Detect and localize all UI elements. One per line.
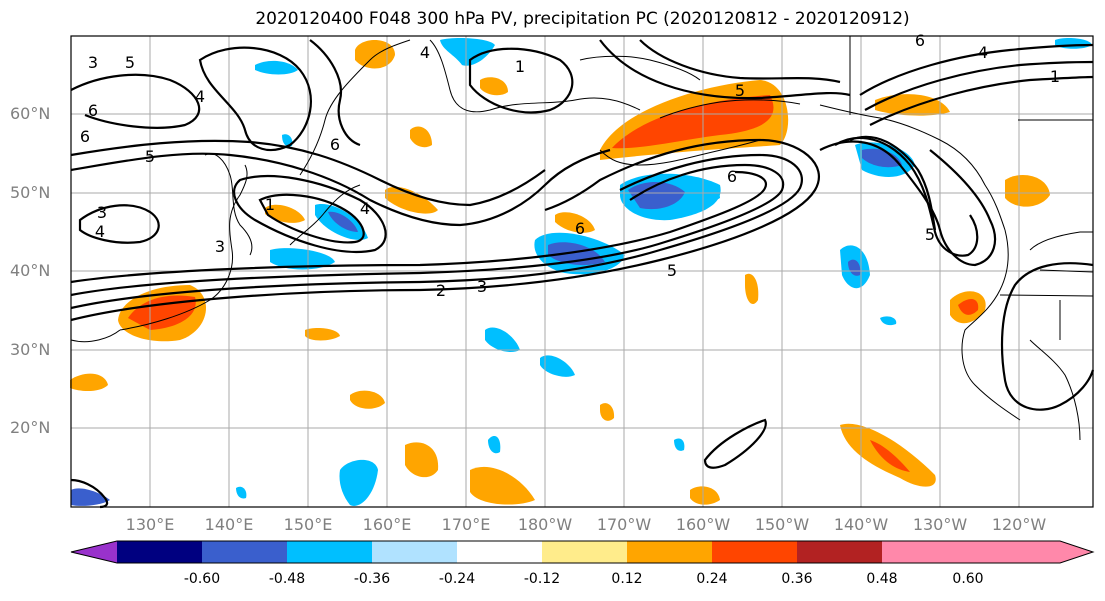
contour-label: 1 xyxy=(1050,67,1060,86)
lat-label: 50°N xyxy=(10,183,51,202)
lat-lon-grid xyxy=(71,36,1093,507)
colorbar-bin xyxy=(627,541,712,563)
colorbar-over-arrow xyxy=(882,541,1093,563)
colorbar-tick-label: -0.48 xyxy=(268,571,306,587)
lon-label: 130°E xyxy=(125,515,175,534)
contour-label: 6 xyxy=(88,101,98,120)
colorbar-bin xyxy=(797,541,882,563)
lat-label: 40°N xyxy=(10,261,51,280)
lon-label: 170°E xyxy=(441,515,491,534)
colorbar-tick-label: 0.36 xyxy=(781,571,813,587)
colorbar-outline xyxy=(70,540,1095,564)
contour-label: 6 xyxy=(330,135,340,154)
lat-label: 60°N xyxy=(10,104,51,123)
map-title: 2020120400 F048 300 hPa PV, precipitatio… xyxy=(255,9,910,29)
colorbar-tick-label: -0.36 xyxy=(353,571,391,587)
colorbar-tick-label: 0.60 xyxy=(952,571,984,587)
lon-label: 140°W xyxy=(833,515,889,534)
lat-label: 30°N xyxy=(10,340,51,359)
contour-label-group: 1 2 3 3 3 4 4 4 4 5 5 5 5 5 6 6 6 6 6 1 … xyxy=(80,31,1060,300)
contour-label: 4 xyxy=(360,199,370,218)
contour-label: 6 xyxy=(915,31,925,50)
lon-label: 130°W xyxy=(912,515,968,534)
colorbar-tick-label: 0.12 xyxy=(611,571,643,587)
colorbar-bin xyxy=(542,541,627,563)
lon-label: 120°W xyxy=(991,515,1047,534)
colorbar-bin xyxy=(117,541,202,563)
lon-label: 170°W xyxy=(596,515,652,534)
contour-label: 3 xyxy=(97,203,107,222)
lon-label: 180°W xyxy=(517,515,573,534)
lon-label: 160°E xyxy=(362,515,412,534)
contour-label: 6 xyxy=(575,219,585,238)
contour-label: 6 xyxy=(80,127,90,146)
colorbar-tick-label: 0.48 xyxy=(866,571,898,587)
contour-label: 2 xyxy=(436,281,446,300)
contour-label: 5 xyxy=(735,81,745,100)
lon-label: 150°W xyxy=(754,515,810,534)
contour-label: 5 xyxy=(145,147,155,166)
colorbar-tick-label: -0.24 xyxy=(438,571,476,587)
colorbar-tick-label: -0.12 xyxy=(523,571,561,587)
colorbar-under-arrow xyxy=(71,541,117,563)
contour-label: 3 xyxy=(215,237,225,256)
contour-label: 4 xyxy=(95,222,105,241)
lon-label: 160°W xyxy=(675,515,731,534)
colorbar-bin xyxy=(457,541,542,563)
colorbar-bin xyxy=(372,541,457,563)
lat-label: 20°N xyxy=(10,418,51,437)
contour-label: 3 xyxy=(477,277,487,296)
contour-label: 4 xyxy=(978,43,988,62)
contour-label: 5 xyxy=(667,261,677,280)
colorbar-tick-label: 0.24 xyxy=(696,571,728,587)
pv-contours xyxy=(70,39,1095,509)
contour-label: 6 xyxy=(727,167,737,186)
colorbar-bin xyxy=(202,541,287,563)
contour-label: 3 xyxy=(88,53,98,72)
colorbar-bin xyxy=(287,541,372,563)
colorbar-tick-label: -0.60 xyxy=(183,571,221,587)
colorbar xyxy=(70,540,1095,564)
contour-label: 4 xyxy=(420,43,430,62)
map-frame xyxy=(70,35,1094,508)
contour-label: 1 xyxy=(265,195,275,214)
coastlines xyxy=(70,36,1094,441)
contour-label: 4 xyxy=(195,87,205,106)
colorbar-bin xyxy=(712,541,797,563)
lon-label: 140°E xyxy=(204,515,254,534)
contour-label: 1 xyxy=(515,57,525,76)
contour-label: 5 xyxy=(125,53,135,72)
lon-label: 150°E xyxy=(283,515,333,534)
contour-label: 5 xyxy=(925,225,935,244)
